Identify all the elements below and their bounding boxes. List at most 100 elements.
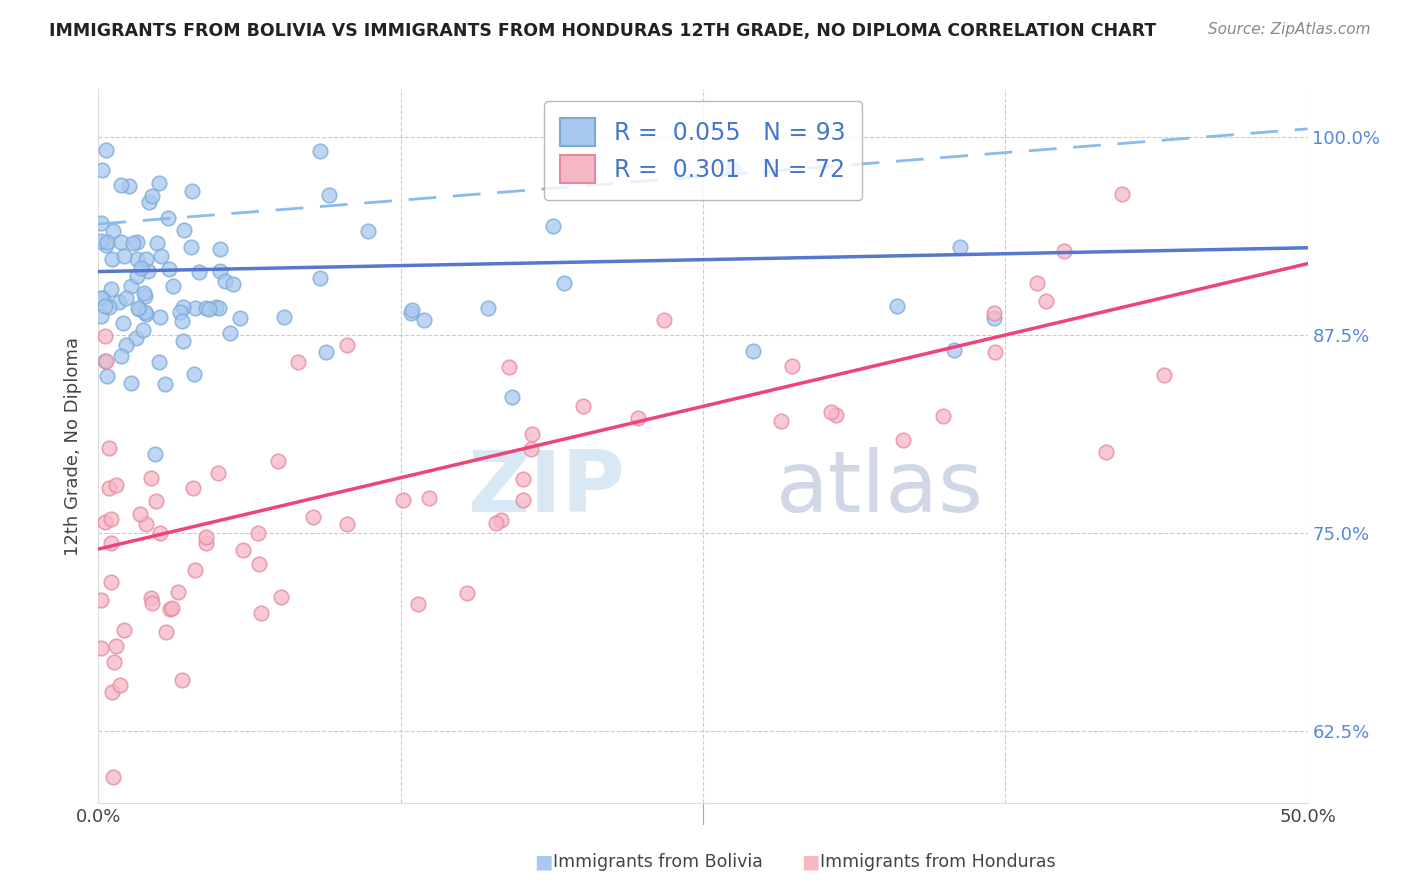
Point [149,249,172,263]
Point [148,176,170,190]
Point [101,685,124,699]
Point [543,219,565,234]
Point [501,390,523,404]
Point [94,354,117,368]
Point [90,641,112,656]
Point [103,655,125,669]
Point [94,299,117,313]
Point [949,239,972,253]
Point [170,673,193,687]
Point [146,235,169,250]
Point [183,301,205,315]
Point [406,597,429,611]
Point [250,606,273,620]
Point [94,238,117,252]
Point [1053,244,1076,258]
Point [886,299,908,313]
Point [270,591,292,605]
Point [125,331,148,345]
Point [134,285,156,300]
Point [180,240,202,254]
Point [208,242,231,256]
Point [932,409,955,423]
Point [135,307,157,321]
Point [742,344,765,359]
Point [97,442,120,456]
Point [222,277,245,291]
Point [318,188,340,202]
Point [96,235,118,249]
Text: Immigrants from Bolivia: Immigrants from Bolivia [553,854,762,871]
Point [1153,368,1175,383]
Point [229,310,252,325]
Point [170,313,193,327]
Point [105,478,128,492]
Point [456,586,478,600]
Point [498,359,520,374]
Point [477,301,499,316]
Point [100,575,122,590]
Point [983,311,1005,326]
Point [232,543,254,558]
Point [159,601,181,615]
Point [181,184,204,198]
Point [132,323,155,337]
Point [336,338,359,352]
Point [110,349,132,363]
Point [520,442,543,456]
Point [302,510,325,524]
Legend: R =  0.055   N = 93, R =  0.301   N = 72: R = 0.055 N = 93, R = 0.301 N = 72 [544,101,862,200]
Point [127,301,149,316]
Point [512,472,534,486]
Point [108,294,131,309]
Point [512,493,534,508]
Text: IMMIGRANTS FROM BOLIVIA VS IMMIGRANTS FROM HONDURAS 12TH GRADE, NO DIPLOMA CORRE: IMMIGRANTS FROM BOLIVIA VS IMMIGRANTS FR… [49,22,1157,40]
Point [183,563,205,577]
Point [315,344,337,359]
Point [195,530,218,544]
Point [90,291,112,305]
Point [121,235,143,250]
Text: ZIP: ZIP [467,447,624,531]
Point [1111,186,1133,201]
Point [983,306,1005,320]
Text: Immigrants from Honduras: Immigrants from Honduras [820,854,1056,871]
Point [207,466,229,480]
Point [94,143,117,157]
Point [571,399,593,413]
Point [1035,293,1057,308]
Point [157,211,180,226]
Point [141,591,163,606]
Point [194,301,217,315]
Point [627,411,650,425]
Point [485,516,508,530]
Point [247,558,270,572]
Point [157,262,180,277]
Point [520,427,543,442]
Point [173,222,195,236]
Point [96,353,118,368]
Text: Source: ZipAtlas.com: Source: ZipAtlas.com [1208,22,1371,37]
Point [770,414,793,428]
Point [195,536,218,550]
Point [155,624,177,639]
Point [100,282,122,296]
Point [143,447,166,461]
Point [120,376,142,390]
Point [167,584,190,599]
Point [780,359,803,373]
Point [134,305,156,319]
Point [984,345,1007,359]
Point [90,309,112,323]
Point [273,310,295,324]
Point [96,368,118,383]
Point [94,328,117,343]
Point [100,512,122,526]
Point [246,526,269,541]
Point [205,301,228,315]
Text: atlas: atlas [776,447,984,531]
Point [652,313,675,327]
Point [139,471,162,485]
Point [153,377,176,392]
Point [169,305,191,319]
